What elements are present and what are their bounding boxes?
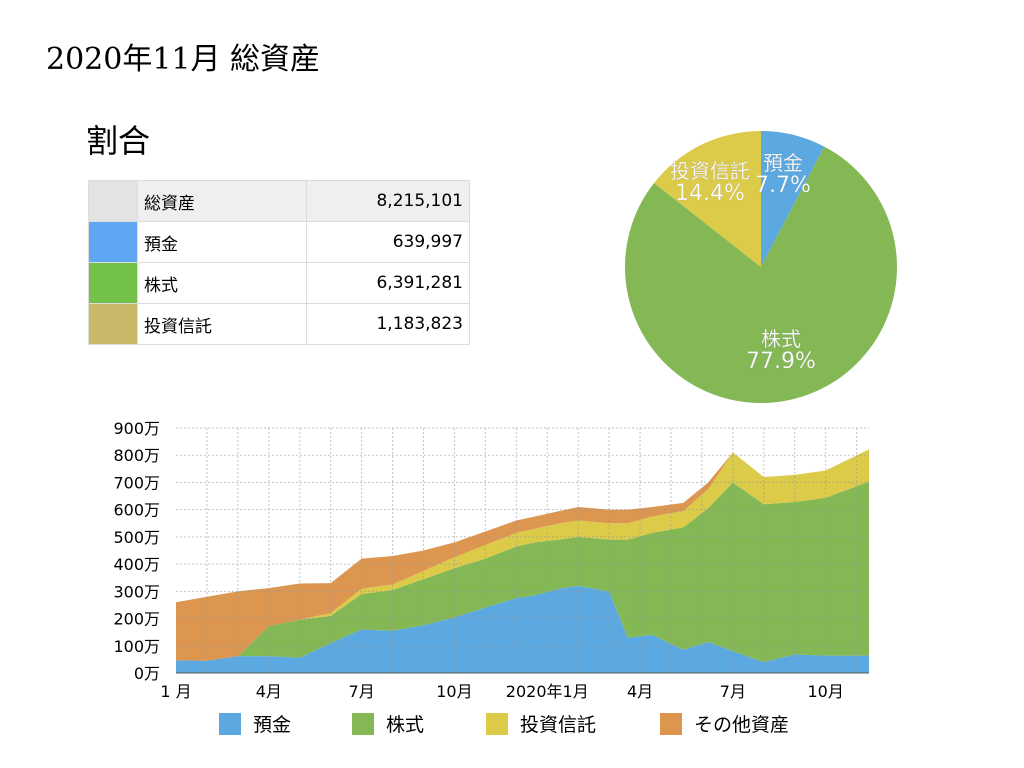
summary-row-fund: 投資信託 1,183,823	[88, 303, 470, 345]
pie-slice-percent: 14.4%	[675, 181, 745, 206]
legend-item-fund: 投資信託	[486, 710, 596, 737]
color-swatch	[88, 180, 138, 222]
summary-table: 総資産 8,215,101 預金 639,997 株式 6,391,281 投資…	[88, 180, 470, 345]
pie-slice-percent: 7.7%	[755, 173, 811, 198]
y-tick-label: 500万	[113, 528, 160, 547]
color-swatch	[88, 221, 138, 263]
legend-item-stock: 株式	[352, 710, 424, 737]
area-series	[176, 481, 869, 663]
color-swatch	[88, 262, 138, 304]
summary-value: 6,391,281	[306, 262, 470, 304]
legend-swatch	[486, 712, 508, 735]
y-tick-label: 300万	[113, 582, 160, 601]
x-tick-label: 1 月	[160, 682, 191, 701]
legend-label: 投資信託	[520, 714, 597, 736]
legend-swatch	[219, 712, 241, 735]
pie-slice	[625, 146, 897, 404]
section-title: 割合	[86, 122, 151, 160]
summary-label: 投資信託	[137, 303, 307, 345]
summary-value: 1,183,823	[306, 303, 470, 345]
y-tick-label: 100万	[113, 637, 160, 656]
x-tick-label: 10月	[808, 682, 844, 701]
pie-slice-label: 預金	[763, 151, 803, 175]
summary-label: 総資産	[137, 180, 307, 222]
area-series	[176, 449, 869, 661]
summary-value: 639,997	[306, 221, 470, 263]
chart-grid	[176, 427, 869, 673]
page-title: 2020年11月 総資産	[46, 42, 321, 77]
pie-slice-percent: 77.9%	[746, 349, 816, 374]
y-tick-label: 800万	[113, 446, 160, 465]
legend-swatch	[660, 712, 682, 735]
summary-row-stock: 株式 6,391,281	[88, 262, 470, 304]
y-tick-label: 200万	[113, 610, 160, 629]
summary-row-deposit: 預金 639,997	[88, 221, 470, 263]
y-tick-label: 600万	[113, 501, 160, 520]
legend-label: その他資産	[694, 714, 790, 736]
pie-slice	[761, 131, 825, 267]
legend-swatch	[352, 712, 374, 735]
x-tick-label: 7月	[720, 682, 746, 701]
y-tick-label: 400万	[113, 555, 160, 574]
y-tick-label: 700万	[113, 473, 160, 492]
color-swatch	[88, 303, 138, 345]
legend-item-deposit: 預金	[219, 710, 291, 737]
x-tick-label: 4月	[627, 682, 653, 701]
x-tick-label: 7月	[349, 682, 375, 701]
pie-slice	[654, 131, 761, 267]
summary-row-total: 総資産 8,215,101	[88, 180, 470, 222]
x-tick-label: 10月	[436, 682, 472, 701]
pie-slice-label: 株式	[761, 327, 801, 351]
summary-label: 株式	[137, 262, 307, 304]
chart-legend: 預金 株式 投資信託 その他資産	[0, 710, 1024, 740]
pie-slice-label: 投資信託	[670, 159, 750, 183]
y-tick-label: 900万	[113, 419, 160, 438]
summary-value: 8,215,101	[306, 180, 470, 222]
area-series	[176, 585, 869, 673]
y-tick-label: 0万	[134, 664, 160, 683]
x-tick-label: 4月	[256, 682, 282, 701]
area-series	[176, 449, 869, 661]
legend-item-other: その他資産	[660, 710, 789, 737]
legend-label: 預金	[253, 714, 292, 736]
summary-label: 預金	[137, 221, 307, 263]
legend-label: 株式	[386, 714, 425, 736]
x-tick-label: 2020年1月	[506, 682, 589, 701]
area-chart: 0万 100万 200万 300万 400万 500万 600万 700万 800万 900万 1 …	[113, 419, 869, 701]
